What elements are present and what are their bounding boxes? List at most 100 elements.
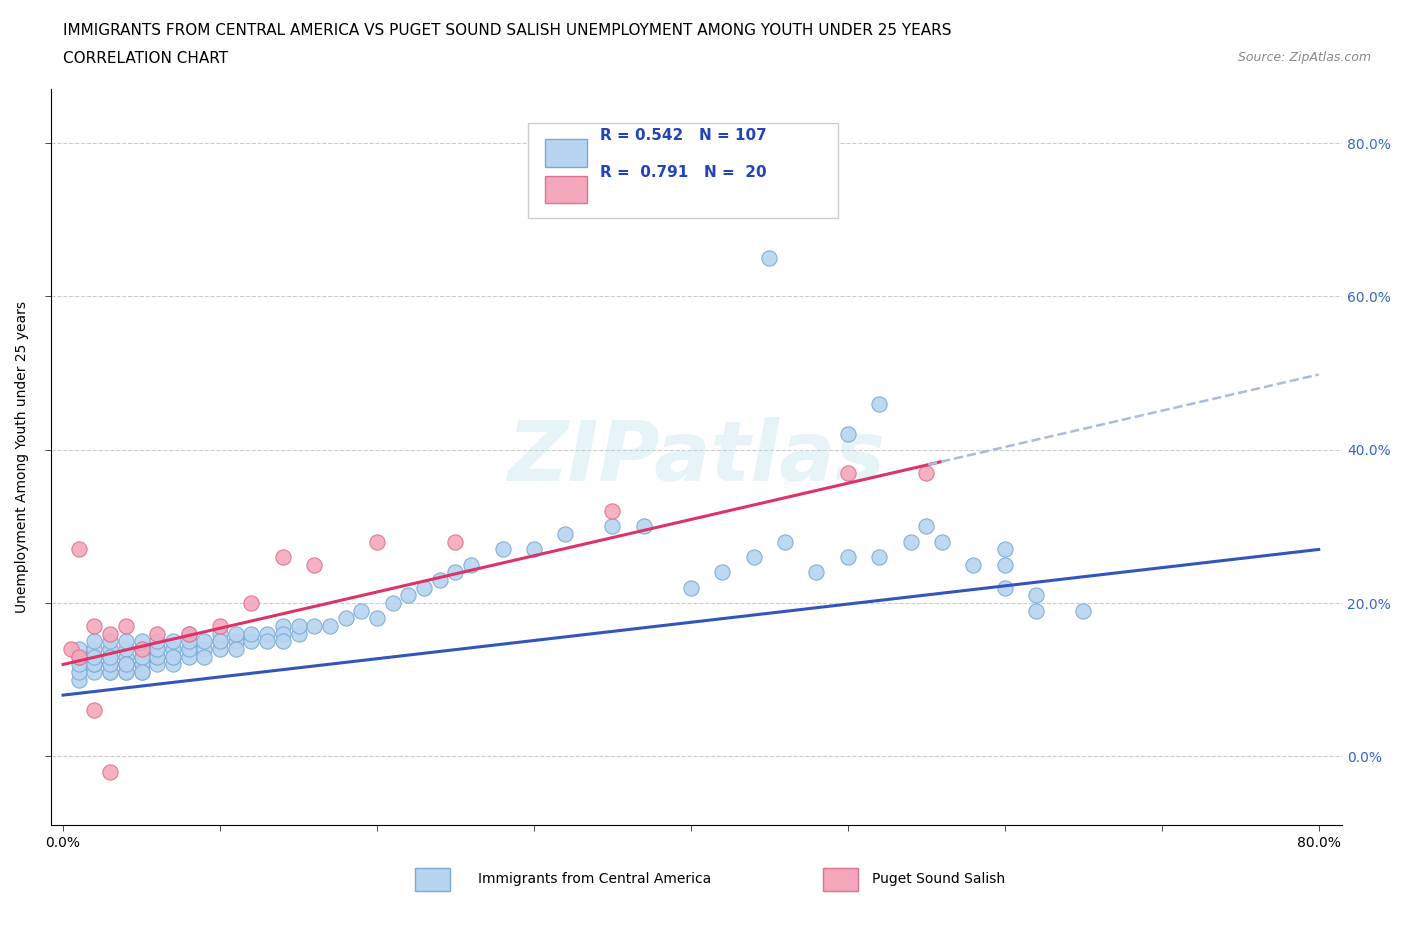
Point [83, 665, 105, 680]
Point [115, 657, 138, 671]
Point [98, 634, 121, 649]
Point [162, 634, 184, 649]
Point [193, 634, 215, 649]
Point [177, 626, 200, 641]
Point [837, 427, 859, 442]
Point [773, 535, 796, 550]
Point [83, 703, 105, 718]
Point [67, 649, 90, 664]
Point [366, 535, 388, 550]
Point [350, 604, 373, 618]
Point [98, 642, 121, 657]
Point [900, 535, 922, 550]
Point [162, 649, 184, 664]
Point [1071, 604, 1094, 618]
Point [131, 657, 153, 671]
Point [131, 642, 153, 657]
Point [115, 649, 138, 664]
Point [287, 618, 309, 633]
FancyBboxPatch shape [546, 176, 586, 204]
Point [177, 626, 200, 641]
Point [59, 642, 82, 657]
Point [67, 642, 90, 657]
Point [208, 634, 231, 649]
Point [429, 573, 451, 588]
Point [240, 596, 263, 611]
Point [302, 557, 325, 572]
Point [460, 557, 482, 572]
Point [83, 657, 105, 671]
Point [994, 580, 1017, 595]
Point [98, 657, 121, 671]
Point [146, 642, 169, 657]
Point [366, 611, 388, 626]
Point [962, 557, 984, 572]
Point [240, 634, 263, 649]
Point [225, 642, 247, 657]
Point [208, 634, 231, 649]
Point [915, 519, 938, 534]
FancyBboxPatch shape [546, 139, 586, 166]
Point [413, 580, 436, 595]
Point [83, 657, 105, 671]
Point [256, 626, 278, 641]
Point [67, 665, 90, 680]
Point [98, 649, 121, 664]
Point [208, 618, 231, 633]
Point [271, 634, 294, 649]
Point [396, 588, 419, 603]
Point [554, 526, 576, 541]
Point [98, 764, 121, 779]
Text: CORRELATION CHART: CORRELATION CHART [63, 51, 228, 66]
Point [83, 642, 105, 657]
Point [162, 642, 184, 657]
Point [806, 565, 828, 580]
Point [98, 649, 121, 664]
Point [83, 618, 105, 633]
Point [758, 251, 780, 266]
Point [83, 634, 105, 649]
Point [602, 519, 624, 534]
Point [98, 665, 121, 680]
Point [868, 550, 890, 565]
Point [98, 665, 121, 680]
Point [146, 642, 169, 657]
Point [131, 642, 153, 657]
Point [131, 665, 153, 680]
Point [271, 550, 294, 565]
Text: Puget Sound Salish: Puget Sound Salish [872, 871, 1005, 886]
Point [115, 665, 138, 680]
Point [837, 550, 859, 565]
Point [162, 649, 184, 664]
Point [868, 396, 890, 411]
Point [256, 634, 278, 649]
Point [240, 626, 263, 641]
Point [115, 618, 138, 633]
Point [381, 596, 404, 611]
Point [67, 649, 90, 664]
Point [131, 649, 153, 664]
Point [131, 665, 153, 680]
Point [115, 642, 138, 657]
Point [177, 642, 200, 657]
Point [915, 465, 938, 480]
Point [444, 565, 467, 580]
Point [287, 626, 309, 641]
Point [208, 626, 231, 641]
Point [98, 657, 121, 671]
Point [67, 657, 90, 671]
Point [83, 649, 105, 664]
Text: Immigrants from Central America: Immigrants from Central America [478, 871, 711, 886]
Point [335, 611, 357, 626]
Point [994, 542, 1017, 557]
Point [837, 465, 859, 480]
FancyBboxPatch shape [529, 123, 838, 219]
Point [162, 657, 184, 671]
Point [146, 649, 169, 664]
Text: IMMIGRANTS FROM CENTRAL AMERICA VS PUGET SOUND SALISH UNEMPLOYMENT AMONG YOUTH U: IMMIGRANTS FROM CENTRAL AMERICA VS PUGET… [63, 23, 952, 38]
Point [115, 634, 138, 649]
Point [1025, 604, 1047, 618]
Point [115, 657, 138, 671]
Point [523, 542, 546, 557]
Point [319, 618, 342, 633]
